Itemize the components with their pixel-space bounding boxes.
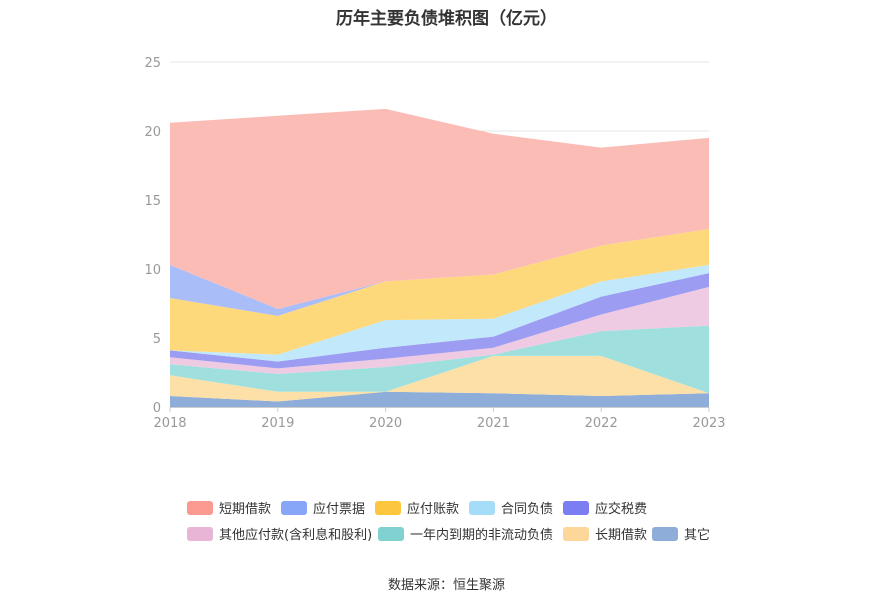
legend-swatch (187, 500, 213, 515)
legend-swatch (281, 500, 307, 515)
x-tick-label: 2021 (477, 416, 510, 431)
legend-label: 应付账款 (407, 502, 460, 517)
x-tick-label: 2020 (369, 416, 402, 431)
area-series (170, 108, 709, 407)
legend-item[interactable]: 应交税费 (563, 498, 647, 517)
legend-label: 应交税费 (595, 502, 648, 517)
x-tick-label: 2023 (692, 416, 725, 431)
chart-title: 历年主要负债堆积图（亿元） (336, 9, 557, 29)
legend-label: 应付票据 (313, 502, 366, 517)
legend-item[interactable]: 一年内到期的非流动负债 (378, 524, 553, 543)
legend-label: 其它 (684, 528, 711, 543)
legend-label: 一年内到期的非流动负债 (410, 528, 554, 543)
legend-item[interactable]: 其他应付款(含利息和股利) (187, 524, 372, 543)
area-series-2 (170, 325, 709, 394)
y-tick-label: 10 (144, 263, 161, 278)
legend-item[interactable]: 合同负债 (469, 498, 553, 517)
y-tick-label: 5 (153, 332, 161, 347)
legend-item[interactable]: 应付票据 (281, 498, 365, 517)
legend-swatch (563, 500, 589, 515)
legend-item[interactable]: 短期借款 (187, 498, 271, 517)
legend-swatch (375, 500, 401, 515)
area-series-4 (170, 273, 709, 369)
axes: 0 5 10 15 20 25 2018 2019 2020 2021 2022 2023 (144, 56, 725, 431)
legend-label: 合同负债 (501, 502, 554, 517)
y-tick-label: 15 (144, 194, 161, 209)
area-series-3 (170, 286, 709, 374)
y-tick-label: 0 (153, 401, 161, 416)
y-tick-label: 20 (144, 125, 161, 140)
legend-label: 其他应付款(含利息和股利) (219, 528, 373, 543)
area-series-8 (170, 108, 709, 310)
legend-label: 长期借款 (595, 528, 648, 543)
legend-swatch (652, 526, 678, 541)
legend-item[interactable]: 其它 (652, 524, 710, 543)
area-series-5 (170, 264, 709, 362)
area-series-6 (170, 229, 709, 355)
legend-swatch (378, 526, 404, 541)
area-series-1 (170, 355, 709, 402)
legend-swatch (469, 500, 495, 515)
legend-swatch (563, 526, 589, 541)
legend-swatch (187, 526, 213, 541)
x-tick-label: 2018 (153, 416, 186, 431)
y-tick-label: 25 (144, 56, 161, 71)
area-series-0 (170, 391, 709, 407)
legend-item[interactable]: 应付账款 (375, 498, 459, 517)
data-source: 数据来源：恒生聚源 (387, 578, 505, 593)
legend-label: 短期借款 (219, 502, 272, 517)
x-tick-label: 2019 (261, 416, 294, 431)
stacked-area-chart: 0 5 10 15 20 25 2018 2019 2020 2021 2022 2023 (144, 56, 725, 431)
x-tick-label: 2022 (585, 416, 618, 431)
legend-item[interactable]: 长期借款 (563, 524, 647, 543)
